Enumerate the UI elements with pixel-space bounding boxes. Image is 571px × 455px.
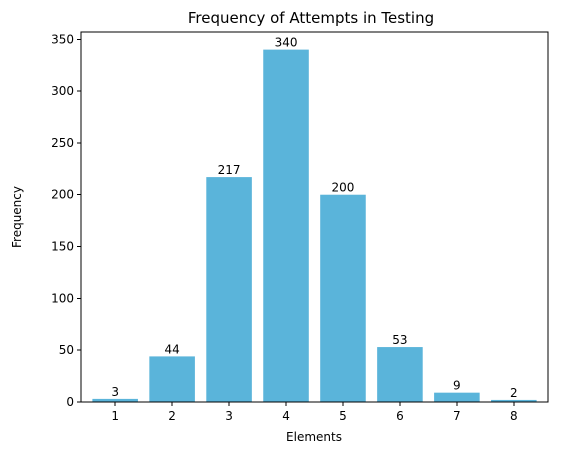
x-tick-label-4: 4 xyxy=(282,409,290,423)
data-label-2: 44 xyxy=(164,342,179,356)
x-tick-label-3: 3 xyxy=(225,409,233,423)
y-tick-label-150: 150 xyxy=(51,240,74,254)
bar-6 xyxy=(377,347,423,402)
data-label-7: 9 xyxy=(453,379,461,393)
bar-1 xyxy=(92,398,138,402)
bar-7 xyxy=(434,392,480,402)
data-label-6: 53 xyxy=(392,333,407,347)
data-label-1: 3 xyxy=(111,385,119,399)
chart-title: Frequency of Attempts in Testing xyxy=(188,9,434,27)
data-label-5: 200 xyxy=(332,181,355,195)
data-label-8: 2 xyxy=(510,386,518,400)
y-tick-label-250: 250 xyxy=(51,136,74,150)
data-labels-group: 3 44 217 340 200 53 9 2 xyxy=(111,36,517,400)
bars-group xyxy=(92,49,537,402)
y-tick-label-0: 0 xyxy=(66,395,74,409)
y-tick-label-50: 50 xyxy=(59,343,74,357)
x-tick-label-8: 8 xyxy=(510,409,518,423)
x-tick-label-1: 1 xyxy=(111,409,119,423)
plot-frame xyxy=(80,31,549,403)
y-axis-label: Frequency xyxy=(10,186,24,248)
y-axis: 0 50 100 150 200 250 300 350 xyxy=(51,32,81,409)
x-tick-label-2: 2 xyxy=(168,409,176,423)
bar-8 xyxy=(491,399,537,402)
y-tick-label-350: 350 xyxy=(51,32,74,46)
x-axis: 1 2 3 4 5 6 7 8 xyxy=(111,402,518,423)
bar-4 xyxy=(263,49,309,402)
y-tick-label-100: 100 xyxy=(51,291,74,305)
x-tick-label-5: 5 xyxy=(339,409,347,423)
x-axis-label: Elements xyxy=(286,430,342,444)
y-tick-label-200: 200 xyxy=(51,188,74,202)
y-tick-label-300: 300 xyxy=(51,84,74,98)
data-label-4: 340 xyxy=(275,36,298,50)
data-label-3: 217 xyxy=(218,163,241,177)
bar-5 xyxy=(320,194,366,402)
x-tick-label-7: 7 xyxy=(453,409,461,423)
bar-2 xyxy=(149,356,195,402)
bar-3 xyxy=(206,177,252,402)
x-tick-label-6: 6 xyxy=(396,409,404,423)
